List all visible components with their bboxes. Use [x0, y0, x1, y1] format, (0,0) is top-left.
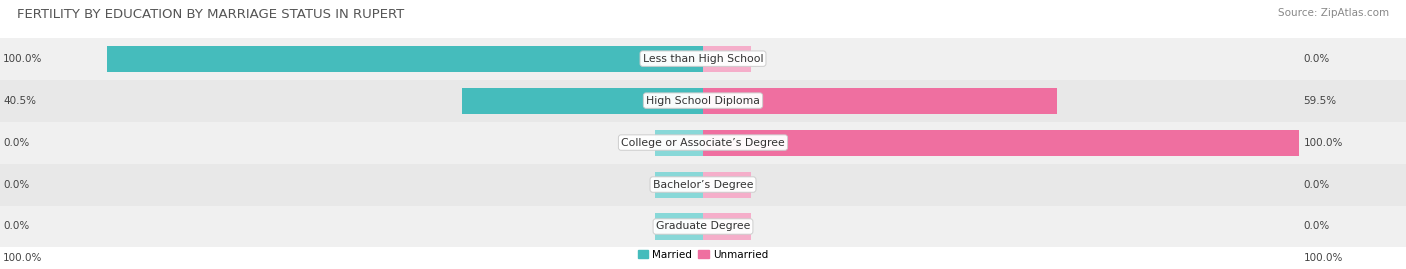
- Text: High School Diploma: High School Diploma: [647, 95, 759, 106]
- Text: Less than High School: Less than High School: [643, 54, 763, 64]
- Bar: [461, 88, 703, 114]
- Bar: [703, 130, 1299, 155]
- Text: 0.0%: 0.0%: [1303, 221, 1330, 232]
- Text: 100.0%: 100.0%: [3, 54, 42, 64]
- Text: 100.0%: 100.0%: [1303, 253, 1343, 263]
- Bar: [0, 38, 1406, 80]
- Bar: [0, 206, 1406, 247]
- Text: Graduate Degree: Graduate Degree: [655, 221, 751, 232]
- Bar: [655, 214, 703, 239]
- Text: 0.0%: 0.0%: [1303, 179, 1330, 190]
- Bar: [0, 80, 1406, 122]
- Bar: [107, 46, 703, 72]
- Bar: [655, 130, 703, 155]
- Text: 100.0%: 100.0%: [3, 253, 42, 263]
- Text: 0.0%: 0.0%: [3, 137, 30, 148]
- Text: College or Associate’s Degree: College or Associate’s Degree: [621, 137, 785, 148]
- Bar: [0, 122, 1406, 164]
- Bar: [703, 46, 751, 72]
- Bar: [703, 214, 751, 239]
- Text: 0.0%: 0.0%: [1303, 54, 1330, 64]
- Bar: [0, 164, 1406, 206]
- Bar: [703, 88, 1057, 114]
- Text: 0.0%: 0.0%: [3, 179, 30, 190]
- Text: Source: ZipAtlas.com: Source: ZipAtlas.com: [1278, 8, 1389, 18]
- Bar: [703, 172, 751, 197]
- Bar: [655, 172, 703, 197]
- Text: 0.0%: 0.0%: [3, 221, 30, 232]
- Text: Bachelor’s Degree: Bachelor’s Degree: [652, 179, 754, 190]
- Legend: Married, Unmarried: Married, Unmarried: [634, 245, 772, 264]
- Text: 100.0%: 100.0%: [1303, 137, 1343, 148]
- Text: 40.5%: 40.5%: [3, 95, 37, 106]
- Text: FERTILITY BY EDUCATION BY MARRIAGE STATUS IN RUPERT: FERTILITY BY EDUCATION BY MARRIAGE STATU…: [17, 8, 404, 21]
- Text: 59.5%: 59.5%: [1303, 95, 1337, 106]
